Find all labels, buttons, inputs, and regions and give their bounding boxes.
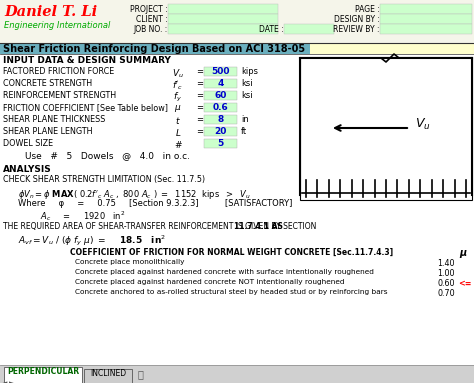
- Text: PERPENDICULAR: PERPENDICULAR: [7, 367, 79, 376]
- Bar: [0, 0, 474, 44]
- Text: 0.6: 0.6: [213, 103, 228, 112]
- Bar: [300, 57, 472, 200]
- Text: ANALYSIS: ANALYSIS: [3, 165, 52, 174]
- Text: 0.70: 0.70: [438, 289, 455, 298]
- Bar: [204, 79, 237, 88]
- Bar: [380, 4, 472, 14]
- Text: ➕: ➕: [138, 369, 144, 379]
- Text: 500: 500: [211, 67, 230, 76]
- Text: Engineering International: Engineering International: [4, 21, 110, 30]
- Text: Daniel T. Li: Daniel T. Li: [4, 5, 97, 19]
- Text: JOB NO. :: JOB NO. :: [134, 25, 168, 34]
- Text: $f_y$: $f_y$: [173, 91, 182, 104]
- Text: 11.7.4.1 AS: 11.7.4.1 AS: [3, 222, 283, 231]
- Text: 60: 60: [214, 91, 227, 100]
- Text: Shear Friction Reinforcing Design Based on ACI 318-05: Shear Friction Reinforcing Design Based …: [3, 44, 305, 54]
- Text: DATE :: DATE :: [259, 25, 284, 34]
- Text: =: =: [196, 127, 203, 136]
- Text: THE REQUIRED AREA OF SHEAR-TRANSFER REINFORCEMENT IS GIVEN BY SECTION: THE REQUIRED AREA OF SHEAR-TRANSFER REIN…: [3, 222, 319, 231]
- Bar: [204, 91, 237, 100]
- Text: $A_c$     =     1920   in$^2$: $A_c$ = 1920 in$^2$: [40, 209, 125, 223]
- Bar: [380, 24, 472, 34]
- Text: Use   #   5   Dowels   @   4.0   in o.c.: Use # 5 Dowels @ 4.0 in o.c.: [25, 151, 190, 160]
- Text: in: in: [241, 115, 249, 124]
- Bar: [168, 4, 278, 14]
- Text: Concrete placed against hardened concrete NOT intentionally roughened: Concrete placed against hardened concret…: [75, 279, 345, 285]
- Text: μ: μ: [459, 248, 466, 258]
- Text: 8: 8: [218, 115, 224, 124]
- Text: CLIENT :: CLIENT :: [136, 15, 168, 24]
- Text: $A_{vf} = V_u\ /\ (\phi\ f_y\ \mu)\ =$    18.5   in$^2$: $A_{vf} = V_u\ /\ (\phi\ f_y\ \mu)\ =$ 1…: [18, 233, 166, 247]
- Bar: [84, 369, 132, 383]
- Text: $L$: $L$: [175, 127, 181, 138]
- Text: 20: 20: [214, 127, 227, 136]
- Text: DESIGN BY :: DESIGN BY :: [334, 15, 380, 24]
- Text: =: =: [196, 67, 203, 76]
- Text: ◄: ◄: [2, 380, 8, 383]
- Bar: [204, 67, 237, 76]
- Text: =: =: [196, 115, 203, 124]
- Bar: [0, 44, 310, 54]
- Text: INCLINED: INCLINED: [90, 369, 126, 378]
- Text: FRICTION COEFFICIENT [See Table below]: FRICTION COEFFICIENT [See Table below]: [3, 103, 168, 112]
- Bar: [204, 103, 237, 112]
- Text: FACTORED FRICTION FORCE: FACTORED FRICTION FORCE: [3, 67, 114, 76]
- Text: $V_u$: $V_u$: [172, 67, 184, 80]
- Text: PAGE :: PAGE :: [355, 5, 380, 14]
- Text: =: =: [196, 79, 203, 88]
- Text: $t$: $t$: [175, 115, 181, 126]
- Bar: [168, 14, 278, 24]
- Text: Concrete placed against hardened concrete with surface intentionally roughened: Concrete placed against hardened concret…: [75, 269, 374, 275]
- Bar: [204, 115, 237, 124]
- Text: =: =: [196, 91, 203, 100]
- Bar: [4, 367, 82, 383]
- Text: ksi: ksi: [241, 79, 253, 88]
- Text: REINFORCEMENT STRENGTH: REINFORCEMENT STRENGTH: [3, 91, 116, 100]
- Text: DOWEL SIZE: DOWEL SIZE: [3, 139, 53, 148]
- Text: $\#$: $\#$: [173, 139, 182, 150]
- Bar: [204, 127, 237, 136]
- Text: SHEAR PLANE LENGTH: SHEAR PLANE LENGTH: [3, 127, 92, 136]
- Text: CONCRETE STRENGTH: CONCRETE STRENGTH: [3, 79, 92, 88]
- Text: CHECK SHEAR STRENGTH LIMITATION (Sec. 11.7.5): CHECK SHEAR STRENGTH LIMITATION (Sec. 11…: [3, 175, 205, 184]
- Text: Where     φ     =     0.75     [Section 9.3.2.3]          [SATISFACTORY]: Where φ = 0.75 [Section 9.3.2.3] [SATISF…: [18, 199, 292, 208]
- Text: $\mu$: $\mu$: [174, 103, 182, 114]
- Text: 5: 5: [218, 139, 224, 148]
- Text: kips: kips: [241, 67, 258, 76]
- Text: COEFFICIENT OF FRICTION FOR NORMAL WEIGHT CONCRETE [Sec.11.7.4.3]: COEFFICIENT OF FRICTION FOR NORMAL WEIGH…: [70, 248, 393, 257]
- Bar: [168, 24, 278, 34]
- Bar: [310, 44, 474, 54]
- Text: 0.60: 0.60: [438, 279, 455, 288]
- Text: $V_u$: $V_u$: [415, 116, 431, 131]
- Text: 1.00: 1.00: [438, 269, 455, 278]
- Bar: [204, 139, 237, 148]
- Text: <=: <=: [458, 279, 472, 288]
- Text: REVIEW BY :: REVIEW BY :: [334, 25, 380, 34]
- Text: 4: 4: [217, 79, 224, 88]
- Bar: [0, 365, 474, 383]
- Text: Concrete place monolithically: Concrete place monolithically: [75, 259, 184, 265]
- Text: PROJECT :: PROJECT :: [130, 5, 168, 14]
- Text: $f'_c$: $f'_c$: [173, 79, 184, 92]
- Bar: [380, 14, 472, 24]
- Text: ft: ft: [241, 127, 247, 136]
- Text: Concrete anchored to as-rolled structural steel by headed stud or by reinforcing: Concrete anchored to as-rolled structura…: [75, 289, 388, 295]
- Text: 1.40: 1.40: [438, 259, 455, 268]
- Text: =: =: [196, 103, 203, 112]
- Text: ►: ►: [9, 380, 14, 383]
- Bar: [284, 24, 334, 34]
- Text: INPUT DATA & DESIGN SUMMARY: INPUT DATA & DESIGN SUMMARY: [3, 56, 171, 65]
- Text: $\phi V_n = \phi\ \mathbf{MAX}(\ 0.2f'_c\ A_c\ ,\ 800\ A_c\ )$$\ =\ \ 1152\ \ \m: $\phi V_n = \phi\ \mathbf{MAX}(\ 0.2f'_c…: [18, 188, 251, 201]
- Text: ksi: ksi: [241, 91, 253, 100]
- Text: SHEAR PLANE THICKNESS: SHEAR PLANE THICKNESS: [3, 115, 105, 124]
